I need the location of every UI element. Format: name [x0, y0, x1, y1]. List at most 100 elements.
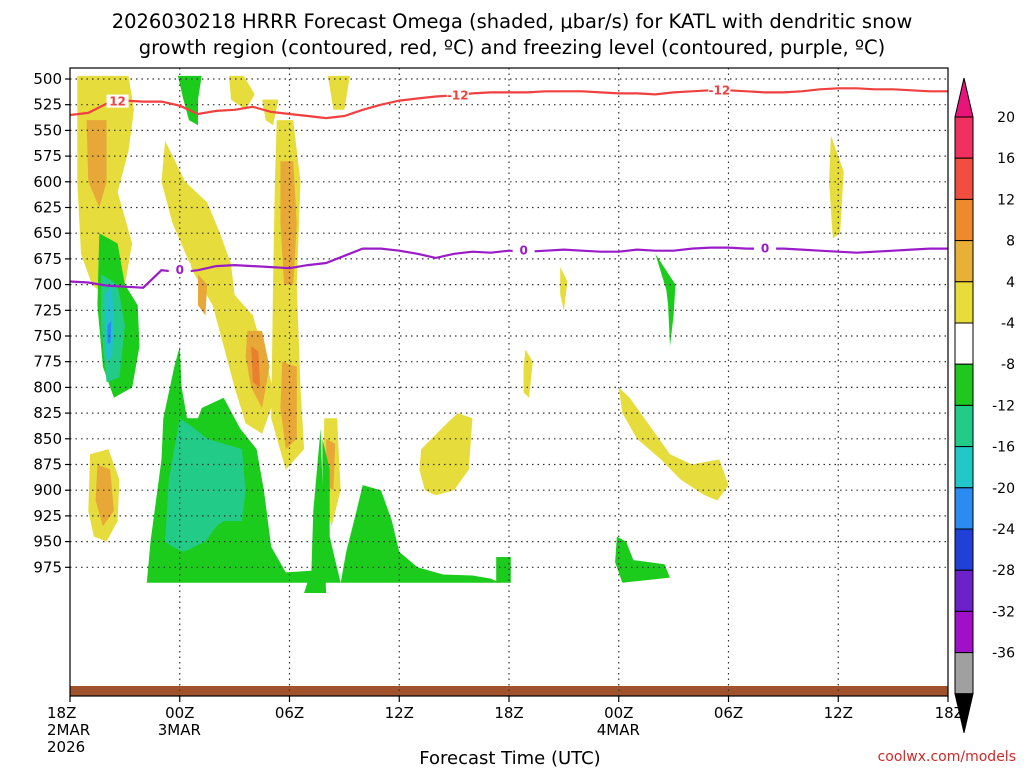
contour-label-dendritic_minus12-1: -12: [447, 88, 469, 102]
region-green-0020: [615, 536, 670, 583]
colorbar-label-6: -8: [1001, 357, 1015, 373]
y-tick-label-550: 550: [33, 121, 62, 139]
y-tick-label-950: 950: [33, 533, 62, 551]
contour-dendritic_minus12: [69, 87, 948, 120]
colorbar-swatch-13: [954, 652, 974, 695]
region-teal-bottom: [165, 418, 246, 552]
y-tick-label-900: 900: [33, 481, 62, 499]
x-tick-label-4: 18Z: [494, 704, 523, 722]
x-tick-label-0: 18Z: [47, 704, 76, 722]
x-tick-label-2: 06Z: [275, 704, 304, 722]
colorbar-swatch-0: [954, 116, 974, 159]
y-tick-label-600: 600: [33, 173, 62, 191]
y-tick-label-975: 975: [33, 558, 62, 576]
region-green-0200-col: [655, 253, 676, 347]
y-tick-label-850: 850: [33, 430, 62, 448]
colorbar-label-1: 16: [997, 151, 1015, 167]
colorbar-swatch-3: [954, 240, 974, 283]
x-axis-title: Forecast Time (UTC): [419, 748, 600, 768]
grid-lines: [70, 68, 948, 696]
region-yellow-2110: [560, 267, 568, 311]
y-tick-label-575: 575: [33, 147, 62, 165]
region-yellow-top-0400: [229, 75, 255, 110]
colorbar-label-9: -20: [992, 481, 1015, 497]
colorbar-label-10: -24: [992, 522, 1015, 538]
region-yellow-1230: [829, 135, 844, 239]
y-tick-label-675: 675: [33, 250, 62, 268]
region-blue-spot: [107, 320, 112, 344]
colorbar-label-11: -28: [992, 563, 1015, 579]
region-orange-0210: [198, 274, 208, 316]
colorbar-label-7: -12: [992, 398, 1015, 414]
colorbar-label-4: 4: [1006, 275, 1015, 291]
y-tick-label-775: 775: [33, 353, 62, 371]
chart-title-line1: 2026030218 HRRR Forecast Omega (shaded, …: [112, 10, 913, 33]
x-date-label-1: 3MAR: [158, 721, 201, 739]
x-date-label-5: 4MAR: [597, 721, 640, 739]
colorbar-top-arrow: [954, 77, 974, 118]
y-tick-label-825: 825: [33, 404, 62, 422]
y-axis: 500 525 550 575 600 625 650 675 700 725 750 775 800 8…: [33, 70, 70, 576]
contour-label-freezing_level_0-2: 0: [761, 242, 769, 256]
colorbar-swatch-11: [954, 569, 974, 612]
colorbar-swatch-1: [954, 157, 974, 200]
colorbar-swatch-6: [954, 363, 974, 406]
contour-label-bg-freezing_level_0-0: [168, 263, 191, 277]
x-tick-label-7: 12Z: [824, 704, 853, 722]
contour-label-freezing_level_0-0: 0: [176, 263, 184, 277]
contour-label-bg-dendritic_minus12-2: [708, 83, 731, 97]
x-tick-label-1: 00Z: [165, 704, 194, 722]
y-tick-label-725: 725: [33, 301, 62, 319]
y-tick-label-800: 800: [33, 378, 62, 396]
colorbar-label-2: 12: [997, 192, 1015, 208]
y-tick-label-750: 750: [33, 327, 62, 345]
region-yellow-1930: [523, 349, 533, 398]
region-orange-early: [86, 120, 107, 208]
y-tick-label-525: 525: [33, 96, 62, 114]
colorbar-swatch-12: [954, 610, 974, 654]
contour-lines: 12 -12 -12 0 0 0: [69, 83, 948, 289]
colorbar: 20 16 12 8 4 -4 -8 -12 -16 -20 -24 -28 -32 -36: [954, 77, 1015, 733]
colorbar-swatch-8: [954, 446, 974, 489]
contour-label-freezing_level_0-1: 0: [519, 244, 527, 258]
region-dark-orange-0500: [251, 346, 261, 388]
x-tick-label-8: 18Z: [935, 704, 964, 722]
colorbar-label-13: -36: [992, 646, 1015, 662]
colorbar-label-5: -4: [1001, 316, 1015, 332]
region-green-box-1800: [496, 557, 511, 583]
x-tick-label-6: 06Z: [714, 704, 743, 722]
region-yellow-0030-col: [618, 387, 729, 501]
contour-label-bg-freezing_level_0-2: [754, 241, 777, 255]
x-tick-label-5: 00Z: [604, 704, 633, 722]
x-year-label-0: 2026: [47, 738, 85, 756]
colorbar-label-8: -16: [992, 440, 1015, 456]
region-orange-0630-low: [280, 361, 297, 450]
contour-label-bg-dendritic_minus12-1: [446, 88, 469, 102]
y-tick-label-500: 500: [33, 70, 62, 88]
colorbar-label-12: -32: [992, 604, 1015, 620]
y-tick-label-650: 650: [33, 224, 62, 242]
colorbar-swatch-10: [954, 528, 974, 571]
contour-freezing_level_0: [69, 246, 948, 289]
y-tick-label-625: 625: [33, 199, 62, 217]
y-tick-label-875: 875: [33, 456, 62, 474]
x-date-label-0: 2MAR: [47, 721, 90, 739]
x-tick-label-3: 12Z: [385, 704, 414, 722]
credit-link[interactable]: coolwx.com/models: [878, 749, 1016, 765]
region-orange-0020-low: [95, 464, 114, 527]
region-yellow-1400: [419, 413, 473, 496]
contour-label-bg-freezing_level_0-1: [512, 243, 535, 257]
region-orange-0630: [280, 161, 297, 285]
colorbar-swatch-4: [954, 281, 974, 324]
colorbar-label-0: 20: [997, 110, 1015, 126]
chart-title-line2: growth region (contoured, red, ºC) and f…: [139, 36, 886, 59]
y-tick-label-925: 925: [33, 507, 62, 525]
region-green-top-0300: [177, 75, 202, 126]
colorbar-swatch-9: [954, 487, 974, 530]
y-tick-label-700: 700: [33, 276, 62, 294]
colorbar-swatch-5: [954, 322, 974, 365]
contour-label-dendritic_minus12-2: -12: [709, 83, 731, 97]
region-green-bottom-0430: [304, 428, 327, 593]
contour-label-bg-dendritic_minus12-0: [106, 94, 129, 108]
